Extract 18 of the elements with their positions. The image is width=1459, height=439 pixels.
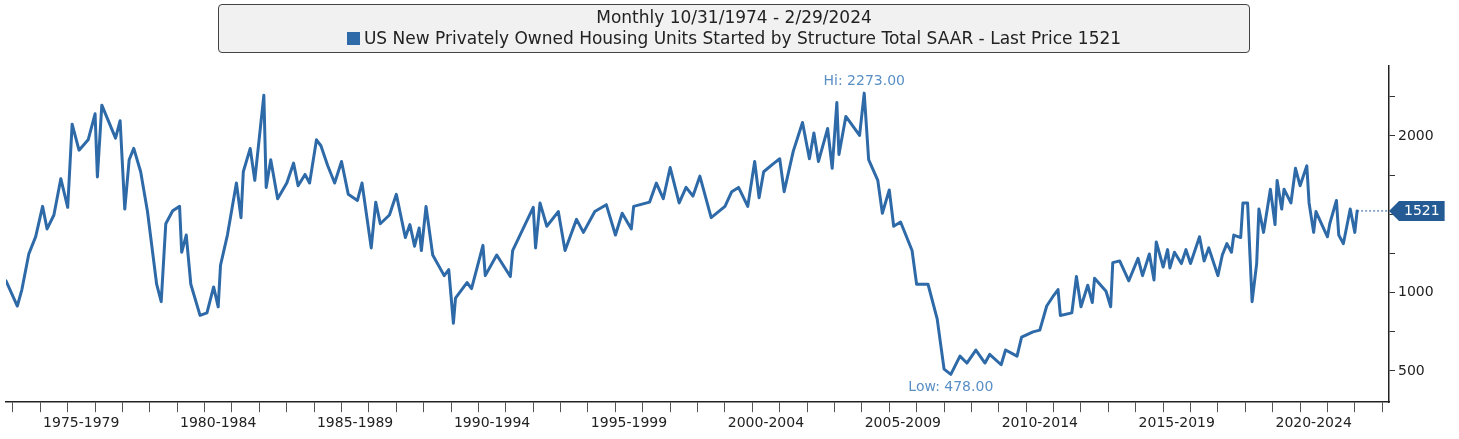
x-tick-label: 1980-1984 [180,414,257,431]
chart-title: Monthly 10/31/1974 - 2/29/2024 [595,7,873,28]
annotation: Low: 478.00 [908,377,994,394]
y-tick-label: 1000 [1398,283,1434,300]
y-tick-label: 500 [1398,361,1425,378]
x-tick-label: 1985-1989 [316,414,394,431]
x-tick-label: 2000-2004 [727,414,805,431]
annotation: 1521 [1403,201,1440,218]
annotation: Hi: 2273.00 [823,71,905,88]
x-tick-label: 2020-2024 [1275,414,1352,431]
x-tick-label: 2015-2019 [1138,414,1215,431]
y-tick-label: 2000 [1398,126,1434,143]
x-tick-label: 1990-1994 [453,414,531,431]
x-tick-label: 2010-2014 [1001,414,1079,431]
legend-label: US New Privately Owned Housing Units Started by Structure Total SAAR - Last Price 1521 [362,28,1122,48]
x-tick-label: 1975-1979 [43,414,120,431]
x-tick-label: 1995-1999 [590,414,668,431]
x-tick-label: 2005-2009 [864,414,941,431]
